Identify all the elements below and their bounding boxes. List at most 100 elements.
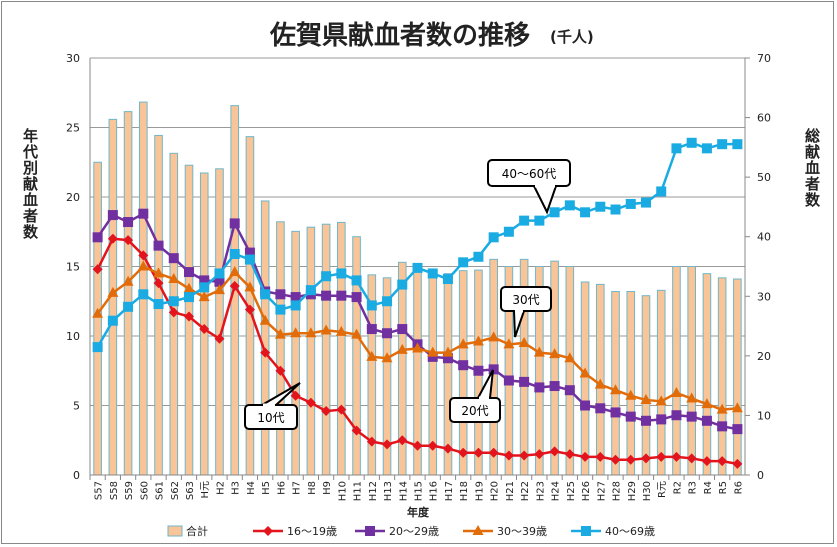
data-point <box>275 365 286 376</box>
bar-total <box>199 172 209 476</box>
data-point <box>213 284 225 295</box>
x-tick-label: H16 <box>429 481 440 501</box>
bar-total <box>93 161 102 476</box>
legend-marker <box>365 526 375 536</box>
x-tick-label: S57 <box>94 481 105 500</box>
data-point <box>351 425 362 436</box>
data-point <box>305 327 317 338</box>
data-point <box>594 378 606 389</box>
data-point <box>610 407 621 418</box>
data-point <box>305 285 316 296</box>
y-left-tick-label: 0 <box>73 469 80 482</box>
data-point <box>92 307 104 318</box>
x-tick-label: H12 <box>368 481 379 501</box>
y-left-tick-label: 25 <box>66 122 80 135</box>
data-point <box>534 382 545 393</box>
y-left-tick-label: 5 <box>73 400 80 413</box>
data-point <box>686 137 697 148</box>
data-point <box>107 233 118 244</box>
data-point <box>732 424 743 435</box>
data-point <box>107 210 118 221</box>
data-point <box>123 301 134 312</box>
x-tick-label: H10 <box>337 481 348 501</box>
data-point <box>305 397 316 408</box>
data-point <box>564 352 576 363</box>
data-point <box>595 201 606 212</box>
data-point <box>290 292 301 303</box>
data-point <box>381 352 393 363</box>
series-3 <box>92 260 743 414</box>
callout-box <box>500 286 552 312</box>
y-right-tick-label: 60 <box>757 112 771 125</box>
data-point <box>519 376 530 387</box>
y-right-tick-label: 40 <box>757 231 771 244</box>
data-point <box>640 453 651 464</box>
data-point <box>442 346 454 357</box>
data-point <box>625 389 637 400</box>
data-point <box>260 289 271 300</box>
bar-total <box>306 226 316 476</box>
data-point <box>625 198 636 209</box>
data-point <box>199 275 210 286</box>
legend-marker <box>581 526 591 536</box>
data-point <box>442 443 453 454</box>
chart-title-unit: (千人) <box>550 28 594 46</box>
data-point <box>564 385 575 396</box>
data-point <box>549 207 560 218</box>
data-point <box>351 275 362 286</box>
callout-label: 10代 <box>257 411 284 425</box>
y-left-tick-label: 10 <box>66 330 80 343</box>
bar-series-total <box>93 101 742 476</box>
bar-total <box>611 291 620 476</box>
data-point <box>717 139 728 150</box>
line-series <box>92 137 743 469</box>
bar-total <box>641 295 651 476</box>
data-point <box>336 268 347 279</box>
callouts: 10代 20代 30代 40～60代 <box>244 159 571 430</box>
x-tick-label: H25 <box>566 481 577 501</box>
legend-label: 40～69歳 <box>605 525 655 538</box>
x-tick-label: H13 <box>383 481 394 501</box>
data-point <box>656 186 667 197</box>
data-point <box>274 328 286 339</box>
y-left-tick-label: 30 <box>66 52 80 65</box>
data-point <box>427 268 438 279</box>
data-point <box>214 268 225 279</box>
callout-label: 20代 <box>461 404 488 418</box>
data-point <box>458 447 469 458</box>
x-tick-label: H24 <box>551 481 562 501</box>
data-point <box>716 403 728 414</box>
data-point <box>397 279 408 290</box>
data-point <box>473 251 484 262</box>
data-point <box>397 324 408 335</box>
bar-total <box>215 168 224 476</box>
bar-total <box>702 273 712 476</box>
x-tick-label: H28 <box>612 481 623 501</box>
legend-item: 16～19歳 <box>253 525 337 538</box>
callout: 40～60代 <box>487 159 571 215</box>
x-tick-label: H19 <box>474 481 485 501</box>
data-point <box>199 324 210 335</box>
data-point <box>137 260 149 271</box>
data-point <box>366 324 377 335</box>
legend-swatch <box>167 525 183 537</box>
data-point <box>519 450 530 461</box>
data-point <box>123 217 134 228</box>
x-tick-label: S62 <box>170 481 181 500</box>
data-point <box>717 456 728 467</box>
x-axis-title: 年度 <box>407 505 430 519</box>
data-point <box>701 143 712 154</box>
y-right-tick-label: 30 <box>757 290 771 303</box>
data-point <box>153 278 164 289</box>
data-point <box>655 395 667 406</box>
data-point <box>671 451 682 462</box>
x-tick-label: S61 <box>155 481 166 500</box>
data-point <box>671 143 682 154</box>
data-point <box>610 204 621 215</box>
y-right-tick-label: 70 <box>757 52 771 65</box>
bar-total <box>352 236 361 476</box>
data-point <box>138 289 149 300</box>
data-point <box>580 451 591 462</box>
data-point <box>382 328 393 339</box>
